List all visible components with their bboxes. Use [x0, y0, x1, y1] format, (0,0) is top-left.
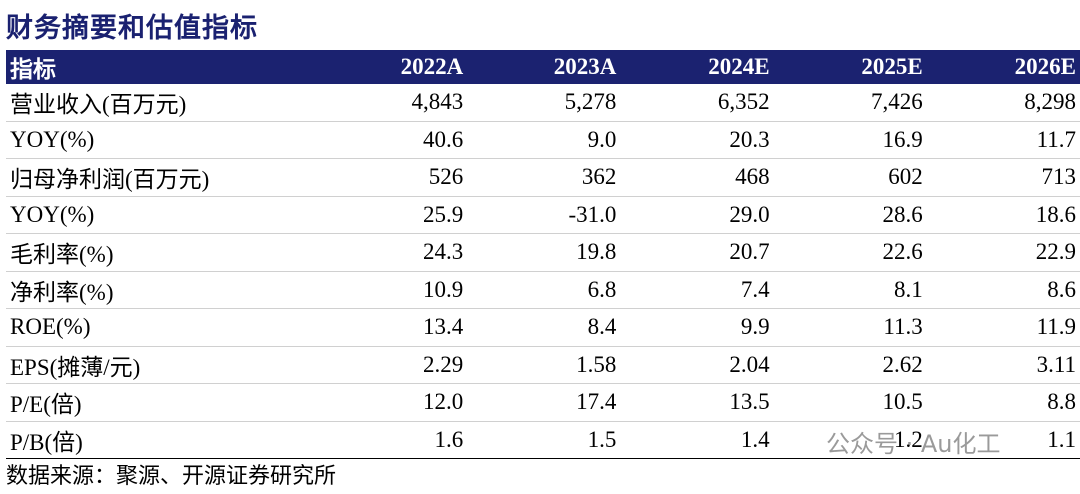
value-cell: 12.0 — [314, 383, 468, 422]
value-cell: 3.11 — [926, 346, 1080, 384]
header-row: 指标 2022A 2023A 2024E 2025E 2026E — [6, 50, 1080, 84]
value-cell: 22.9 — [926, 233, 1080, 272]
value-cell: 28.6 — [773, 196, 927, 234]
header-cell: 2022A — [314, 50, 468, 84]
value-cell: 10.5 — [773, 383, 927, 422]
value-cell: 2.62 — [773, 346, 927, 384]
row-label: 净利率(%) — [6, 271, 314, 309]
table-row: 毛利率(%) 24.3 19.8 20.7 22.6 22.9 — [6, 233, 1080, 272]
value-cell: 13.5 — [620, 383, 774, 422]
row-label: EPS(摊薄/元) — [6, 346, 314, 384]
value-cell: 11.7 — [926, 121, 1080, 159]
title: 财务摘要和估值指标 — [6, 13, 258, 43]
value-cell: 1.6 — [314, 421, 468, 459]
value-cell: 468 — [620, 158, 774, 197]
value-cell: 17.4 — [467, 383, 621, 422]
value-cell: 5,278 — [467, 84, 621, 122]
value-cell: 8,298 — [926, 84, 1080, 122]
value-cell: 16.9 — [773, 121, 927, 159]
row-label: P/B(倍) — [6, 421, 314, 459]
header-cell: 2026E — [926, 50, 1080, 84]
value-cell: 6.8 — [467, 271, 621, 309]
value-cell: 362 — [467, 158, 621, 197]
header-cell: 2024E — [620, 50, 774, 84]
value-cell: 8.1 — [773, 271, 927, 309]
value-cell: 1.1 — [926, 421, 1080, 459]
header-cell: 指标 — [6, 50, 314, 84]
value-cell: 13.4 — [314, 308, 468, 347]
value-cell: 20.3 — [620, 121, 774, 159]
row-label: 归母净利润(百万元) — [6, 158, 314, 197]
value-cell: 25.9 — [314, 196, 468, 234]
row-label: P/E(倍) — [6, 383, 314, 422]
value-cell: 18.6 — [926, 196, 1080, 234]
value-cell: 22.6 — [773, 233, 927, 272]
value-cell: 1.4 — [620, 421, 774, 459]
watermark: 公众号 · Au化工 — [826, 430, 1001, 458]
value-cell: 7.4 — [620, 271, 774, 309]
value-cell: 9.0 — [467, 121, 621, 159]
header-cell: 2025E — [773, 50, 927, 84]
table-body: 营业收入(百万元) 4,843 5,278 6,352 7,426 8,298 YOY(%)… — [6, 84, 1080, 459]
value-cell: 2.04 — [620, 346, 774, 384]
value-cell: 10.9 — [314, 271, 468, 309]
table-row: YOY(%) 40.6 9.0 20.3 16.9 11.7 — [6, 121, 1080, 159]
value-cell: 8.6 — [926, 271, 1080, 309]
row-label: YOY(%) — [6, 121, 314, 159]
value-cell: 24.3 — [314, 233, 468, 272]
table-row: 营业收入(百万元) 4,843 5,278 6,352 7,426 8,298 — [6, 84, 1080, 122]
financial-table: 指标 2022A 2023A 2024E 2025E 2026E 营业收入(百万元) 4,8… — [6, 50, 1080, 459]
row-label: 毛利率(%) — [6, 233, 314, 272]
row-label: 营业收入(百万元) — [6, 84, 314, 122]
value-cell: 2.29 — [314, 346, 468, 384]
value-cell: 526 — [314, 158, 468, 197]
value-cell: 8.8 — [926, 383, 1080, 422]
table-row: YOY(%) 25.9 -31.0 29.0 28.6 18.6 — [6, 196, 1080, 234]
table-row: 归母净利润(百万元) 526 362 468 602 713 — [6, 158, 1080, 197]
value-cell: 8.4 — [467, 308, 621, 347]
value-cell: 7,426 — [773, 84, 927, 122]
value-cell: 19.8 — [467, 233, 621, 272]
header-cell: 2023A — [467, 50, 621, 84]
value-cell: 20.7 — [620, 233, 774, 272]
row-label: ROE(%) — [6, 308, 314, 347]
value-cell: 29.0 — [620, 196, 774, 234]
source-note: 数据来源：聚源、开源证券研究所 — [6, 463, 337, 488]
value-cell: 11.3 — [773, 308, 927, 347]
row-label: YOY(%) — [6, 196, 314, 234]
table-row: P/B(倍) 1.6 1.5 1.4 1.2 1.1 — [6, 421, 1080, 459]
value-cell: 1.58 — [467, 346, 621, 384]
value-cell: 602 — [773, 158, 927, 197]
value-cell: 4,843 — [314, 84, 468, 122]
table-row: EPS(摊薄/元) 2.29 1.58 2.04 2.62 3.11 — [6, 346, 1080, 384]
value-cell: 1.2 — [773, 421, 927, 459]
value-cell: 9.9 — [620, 308, 774, 347]
value-cell: 1.5 — [467, 421, 621, 459]
value-cell: 6,352 — [620, 84, 774, 122]
value-cell: 713 — [926, 158, 1080, 197]
value-cell: 40.6 — [314, 121, 468, 159]
value-cell: -31.0 — [467, 196, 621, 234]
table-row: P/E(倍) 12.0 17.4 13.5 10.5 8.8 — [6, 383, 1080, 422]
table-row: 净利率(%) 10.9 6.8 7.4 8.1 8.6 — [6, 271, 1080, 309]
table-row: ROE(%) 13.4 8.4 9.9 11.3 11.9 — [6, 308, 1080, 347]
value-cell: 11.9 — [926, 308, 1080, 347]
